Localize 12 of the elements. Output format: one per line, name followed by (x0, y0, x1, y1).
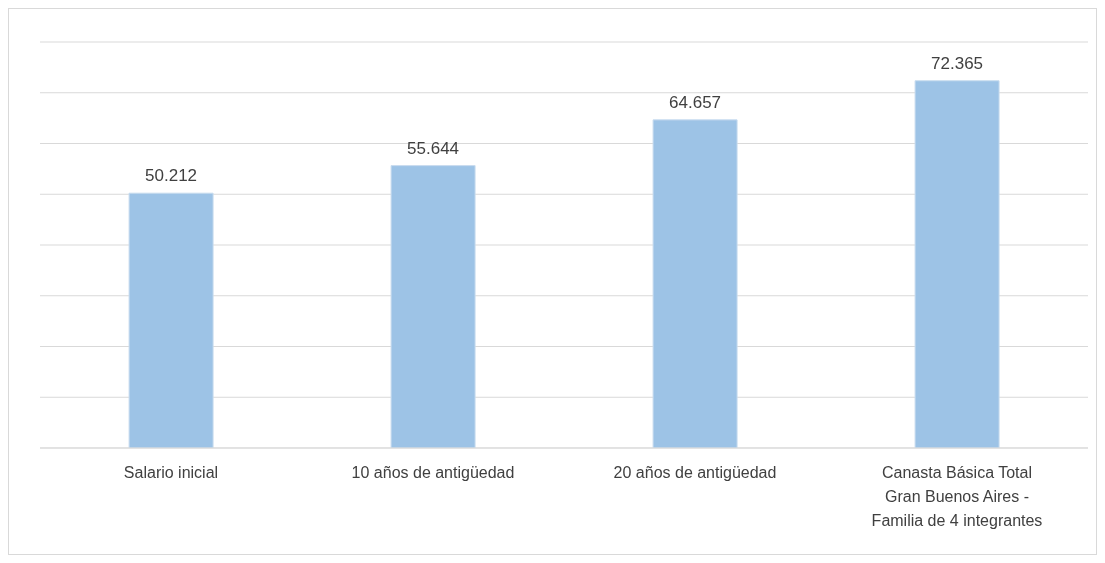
data-label: 50.212 (145, 166, 198, 186)
x-tick-label: 20 años de antigüedad (613, 464, 777, 481)
data-label: 55.644 (407, 138, 460, 158)
data-label: 64.657 (669, 92, 722, 112)
x-tick-label: Canasta Básica Total Gran Buenos Aires - Familia de 4 integrantes (871, 464, 1043, 529)
bar (652, 119, 738, 448)
data-label: 72.365 (931, 53, 984, 73)
x-tick-label: 10 años de antigüedad (351, 464, 515, 481)
bar (390, 165, 476, 448)
bar (914, 80, 1000, 448)
bar (128, 192, 214, 448)
x-tick-label: Salario inicial (123, 464, 219, 481)
